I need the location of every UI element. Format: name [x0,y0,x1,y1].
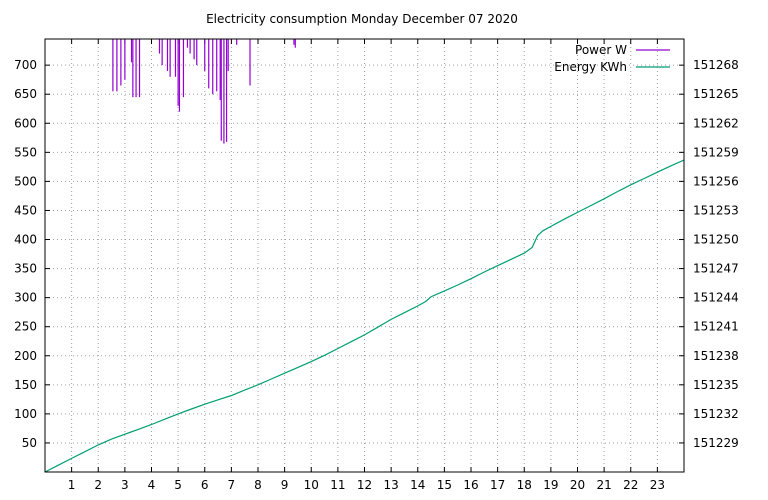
y2-tick-label: 151250 [693,233,739,247]
y2-tick-label: 151247 [693,262,739,276]
y-tick-label: 450 [14,203,37,217]
x-tick-label: 16 [463,478,478,492]
y-tick-label: 650 [14,87,37,101]
x-tick-label: 21 [596,478,611,492]
series-energy [44,159,685,473]
y2-tick-label: 151262 [693,116,739,130]
y-tick-label: 50 [22,436,37,450]
y-tick-label: 600 [14,116,37,130]
x-tick-label: 5 [174,478,182,492]
y2-tick-label: 151232 [693,407,739,421]
legend: Power W Energy KWh [554,43,670,74]
energy-line [44,159,685,473]
y2-tick-label: 151238 [693,349,739,363]
y2-tick-label: 151265 [693,87,739,101]
y2-tick-label: 151241 [693,320,739,334]
x-tick-label: 22 [623,478,638,492]
x-tick-label: 11 [330,478,345,492]
y-tick-label: 150 [14,378,37,392]
x-tick-label: 18 [517,478,532,492]
y2-tick-label: 151259 [693,145,739,159]
y2-tick-label: 151268 [693,58,739,72]
plot-frame [44,38,685,473]
y-tick-label: 300 [14,291,37,305]
y-tick-label: 250 [14,320,37,334]
y-tick-label: 100 [14,407,37,421]
legend-label: Power W [575,43,627,57]
x-tick-label: 23 [650,478,665,492]
y2-tick-label: 151244 [693,291,739,305]
chart-title: Electricity consumption Monday December … [206,12,518,26]
x-tick-label: 12 [357,478,372,492]
x-tick-label: 14 [410,478,425,492]
y-tick-label: 500 [14,174,37,188]
axis-ticks: 1 2 3 4 5 6 7 8 9 10 11 12 13 14 15 16 17 18 19 20 21 22 23501… [14,39,739,492]
x-tick-label: 8 [254,478,262,492]
x-tick-label: 3 [121,478,129,492]
y2-tick-label: 151256 [693,174,739,188]
grid [45,39,684,472]
y-tick-label: 550 [14,145,37,159]
y-tick-label: 200 [14,349,37,363]
y2-tick-label: 151253 [693,203,739,217]
x-tick-label: 4 [148,478,156,492]
y-tick-label: 350 [14,262,37,276]
y-tick-label: 700 [14,58,37,72]
x-tick-label: 17 [490,478,505,492]
x-tick-label: 1 [68,478,76,492]
x-tick-label: 9 [281,478,289,492]
series-layer [44,39,685,473]
x-tick-label: 15 [437,478,452,492]
y2-tick-label: 151235 [693,378,739,392]
x-tick-label: 13 [383,478,398,492]
legend-label: Energy KWh [554,60,627,74]
series-power [112,39,296,144]
x-tick-label: 2 [94,478,102,492]
x-tick-label: 20 [570,478,585,492]
x-tick-label: 10 [304,478,319,492]
x-tick-label: 6 [201,478,209,492]
y-tick-label: 400 [14,233,37,247]
x-tick-label: 19 [543,478,558,492]
y2-tick-label: 151229 [693,436,739,450]
x-tick-label: 7 [228,478,236,492]
